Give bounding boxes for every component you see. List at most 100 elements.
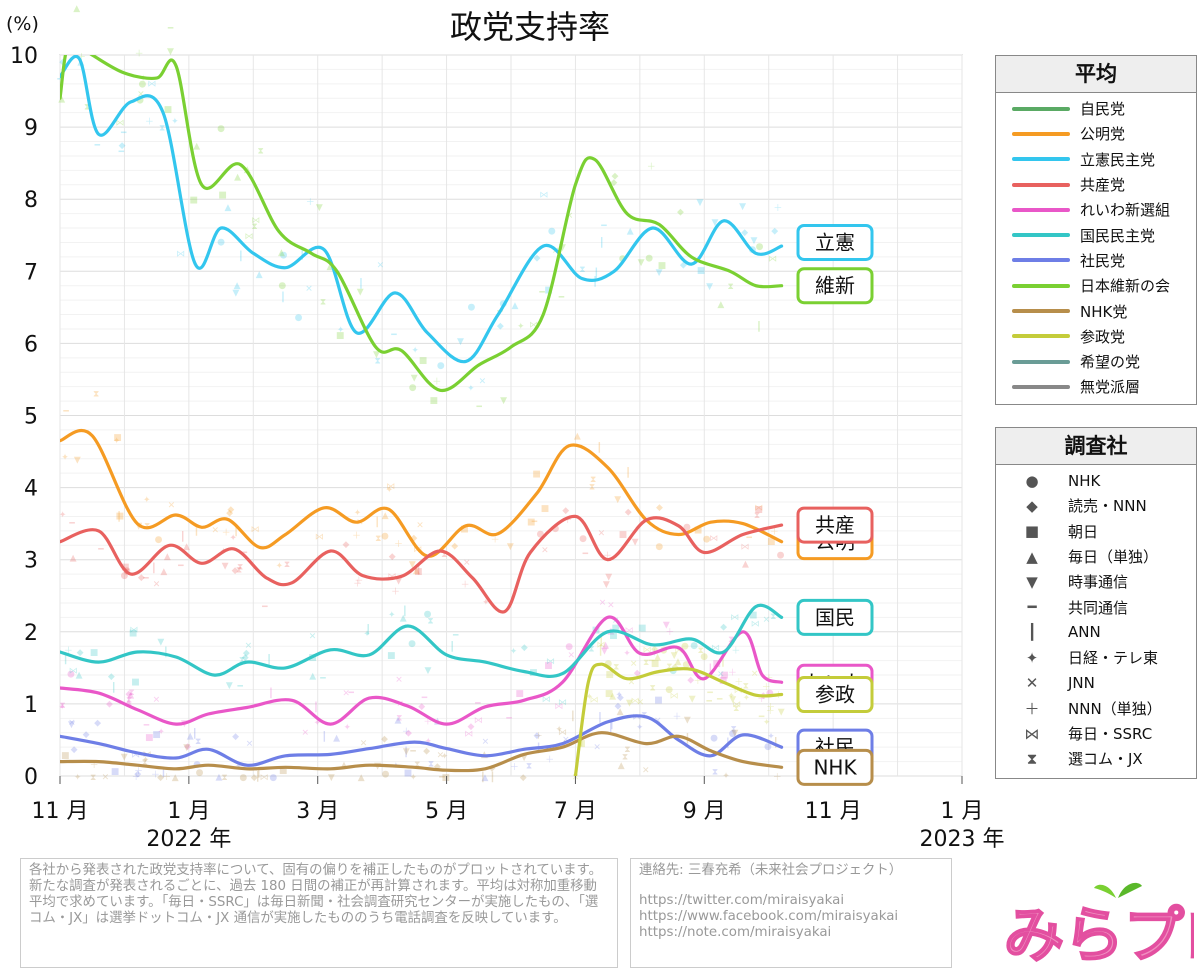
- poll-mark: ▼: [521, 753, 528, 763]
- method-note-text: 各社から発表された政党支持率について、固有の偏りを補正したものがプロットされてい…: [29, 863, 602, 926]
- poll-mark: ⋈: [751, 620, 760, 630]
- poll-mark: ■: [116, 511, 125, 521]
- average-legend-item: 国民民主党: [996, 222, 1196, 247]
- poll-mark: ⧗: [159, 123, 165, 133]
- poll-mark: ■: [767, 537, 776, 547]
- pollster-marker-icon: ┃: [1027, 623, 1037, 642]
- poll-mark: ▲: [309, 672, 316, 682]
- poll-mark: ✦: [171, 117, 179, 127]
- legend-label: 日本維新の会: [1080, 277, 1171, 296]
- poll-mark: ⋈: [147, 80, 156, 90]
- poll-mark: ＋: [545, 755, 554, 766]
- poll-mark: ┃: [238, 250, 243, 262]
- poll-mark: ◆: [720, 623, 727, 633]
- poll-mark: ✕: [566, 212, 574, 222]
- poll-mark: ⋈: [674, 646, 683, 656]
- poll-mark: ●: [217, 238, 225, 248]
- poll-mark: ◆: [687, 676, 694, 686]
- poll-mark: ◆: [562, 506, 569, 516]
- poll-mark: ▼: [729, 695, 736, 705]
- legend-label: 自民党: [1080, 100, 1126, 119]
- y-tick-label: 0: [24, 765, 38, 790]
- pollster-marker-icon: ▼: [1026, 572, 1038, 591]
- facebook-link[interactable]: https://www.facebook.com/miraisyakai: [639, 909, 899, 924]
- poll-mark: ⋈: [732, 700, 741, 710]
- poll-mark: ✕: [245, 641, 253, 651]
- average-legend-item: 無党派層: [996, 374, 1196, 399]
- poll-mark: ✕: [68, 718, 76, 728]
- poll-mark: ┃: [570, 710, 575, 722]
- poll-mark: ▲: [193, 142, 200, 152]
- poll-mark: ⧗: [526, 762, 532, 772]
- poll-mark: ▲: [172, 773, 179, 783]
- legend-swatch: [1012, 207, 1070, 212]
- x-tick-label: 3 月: [296, 799, 339, 824]
- poll-mark: ━: [97, 545, 104, 555]
- poll-mark: ●: [196, 768, 204, 778]
- pollster-label: 時事通信: [1068, 573, 1129, 592]
- poll-mark: ◆: [521, 643, 528, 653]
- series-tag-5: 国民: [815, 605, 855, 629]
- poll-mark: ▼: [403, 747, 410, 757]
- poll-mark: ✦: [623, 649, 631, 659]
- poll-mark: ✦: [388, 610, 396, 620]
- poll-mark: ⋈: [596, 640, 605, 650]
- poll-mark: ◆: [451, 541, 458, 551]
- poll-mark: ◆: [634, 669, 641, 679]
- poll-mark: ┃: [450, 641, 455, 653]
- poll-mark: ┃: [598, 635, 603, 647]
- poll-mark: ✦: [767, 732, 775, 742]
- poll-mark: ⧗: [128, 688, 134, 698]
- contact-label: 連絡先: 三春充希（未来社会プロジェクト）: [639, 863, 903, 878]
- poll-mark: ✦: [385, 486, 393, 496]
- poll-mark: ✦: [727, 691, 735, 701]
- twitter-link[interactable]: https://twitter.com/miraisyakai: [639, 893, 845, 908]
- poll-mark: ＋: [64, 645, 73, 656]
- poll-mark: ▼: [507, 542, 514, 552]
- poll-mark: ◆: [610, 178, 617, 188]
- poll-mark: ＋: [693, 676, 702, 687]
- poll-mark: ┃: [402, 605, 407, 617]
- poll-mark: ✦: [113, 437, 121, 447]
- note-link[interactable]: https://note.com/miraisyakai: [639, 925, 832, 940]
- poll-mark: ▲: [125, 698, 132, 708]
- poll-mark: ━: [582, 550, 589, 560]
- poll-mark: ▲: [234, 281, 241, 291]
- poll-mark: ✦: [586, 693, 594, 703]
- poll-mark: ⧗: [195, 737, 201, 747]
- poll-mark: ●: [604, 659, 612, 669]
- year-label: 2022 年: [146, 827, 231, 852]
- poll-mark: ━: [648, 657, 655, 667]
- poll-mark: ⋈: [260, 773, 269, 783]
- poll-mark: ◆: [434, 762, 441, 772]
- poll-mark: ✕: [302, 728, 310, 738]
- poll-mark: ✕: [437, 751, 445, 761]
- y-axis-label: (%): [6, 13, 39, 35]
- poll-mark: ✦: [229, 533, 237, 543]
- poll-mark: ●: [136, 96, 144, 106]
- poll-mark: ✕: [751, 670, 759, 680]
- poll-mark: ●: [681, 642, 689, 652]
- poll-mark: ＋: [162, 772, 171, 783]
- poll-mark: ✦: [517, 322, 525, 332]
- poll-mark: ■: [113, 433, 122, 443]
- poll-mark: ⋈: [245, 232, 254, 242]
- poll-mark: ━: [319, 674, 326, 684]
- series-tag-box-2: [796, 223, 874, 261]
- poll-mark: ┃: [268, 687, 273, 699]
- poll-mark: ✦: [636, 723, 644, 733]
- poll-mark: ◆: [138, 573, 145, 583]
- poll-mark: ▲: [256, 270, 263, 280]
- poll-mark: ━: [531, 517, 538, 527]
- poll-mark: ┃: [194, 524, 199, 536]
- poll-mark: ●: [548, 226, 556, 236]
- poll-mark: ▼: [121, 753, 128, 763]
- average-legend-item: 日本維新の会: [996, 273, 1196, 298]
- pollster-marker-icon: ⋈: [1024, 724, 1040, 743]
- poll-mark: ✦: [343, 723, 351, 733]
- poll-mark: ▲: [183, 542, 190, 552]
- poll-mark: ✦: [58, 702, 66, 712]
- poll-mark: ■: [654, 696, 663, 706]
- poll-mark: ＋: [423, 716, 432, 727]
- average-legend-item: 自民党: [996, 96, 1196, 121]
